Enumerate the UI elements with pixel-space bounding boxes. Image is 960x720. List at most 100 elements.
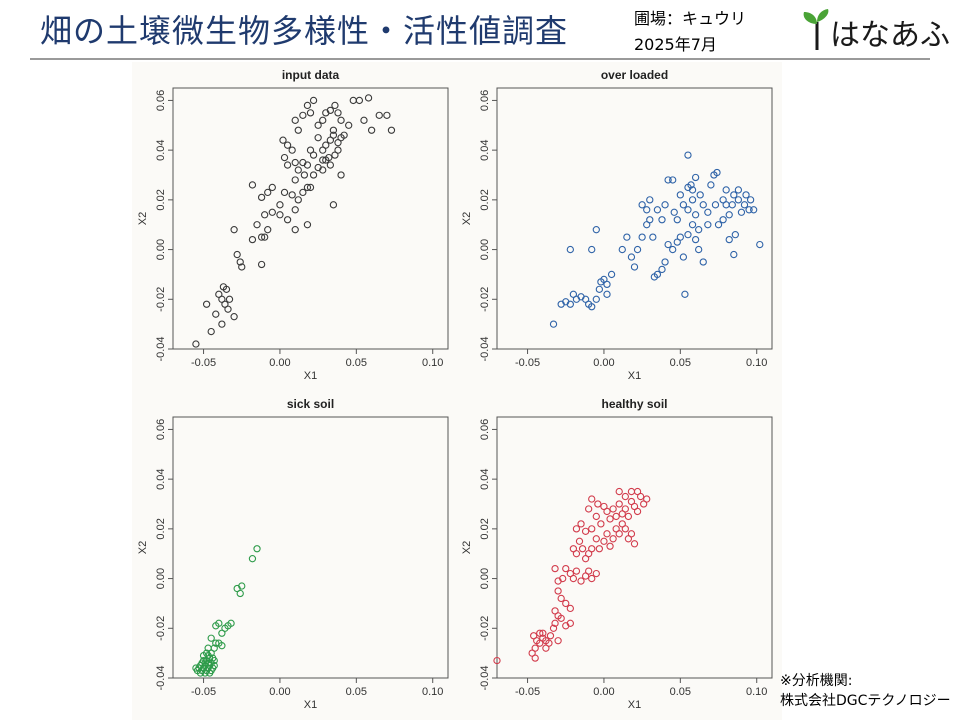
data-point xyxy=(204,644,212,652)
data-point xyxy=(326,161,335,169)
data-point xyxy=(314,134,322,142)
data-point xyxy=(202,300,211,308)
data-point xyxy=(603,507,611,516)
data-point xyxy=(279,136,287,144)
data-point xyxy=(230,226,238,234)
scatter-panel-4: healthy soil -0.05 0.00 0.05 0.10 -0.04 -0.02 0… xyxy=(461,397,773,711)
data-point xyxy=(649,233,657,241)
data-point xyxy=(597,278,605,286)
data-point xyxy=(261,233,269,241)
y-tick-label: 0.02 xyxy=(155,189,167,210)
data-point xyxy=(575,537,584,545)
data-point xyxy=(633,245,642,254)
x-tick-label: 0.10 xyxy=(746,357,767,369)
data-point xyxy=(303,161,312,169)
y-tick-label: 0.04 xyxy=(479,468,491,489)
data-point xyxy=(306,183,315,192)
data-point xyxy=(337,171,345,179)
y-tick-label: 0.00 xyxy=(479,239,491,260)
y-tick-label: 0.06 xyxy=(479,419,491,440)
field-label: 圃場：キュウリ xyxy=(634,9,747,28)
data-point xyxy=(688,221,697,229)
data-point xyxy=(276,201,284,209)
data-point xyxy=(206,669,214,677)
data-point xyxy=(588,545,596,553)
data-point xyxy=(248,555,257,563)
data-point xyxy=(615,487,623,496)
data-point xyxy=(291,226,299,234)
data-point xyxy=(719,216,727,224)
data-point xyxy=(572,567,581,575)
y-tick-label: -0.04 xyxy=(155,336,167,361)
data-point xyxy=(207,634,215,642)
data-point xyxy=(233,250,241,259)
data-point xyxy=(288,191,296,199)
data-point xyxy=(291,176,299,184)
x-tick-label: 0.05 xyxy=(346,686,367,698)
data-point xyxy=(679,253,688,261)
data-point xyxy=(740,201,749,209)
data-point xyxy=(615,530,623,538)
data-point xyxy=(280,153,289,162)
data-point xyxy=(218,642,226,650)
x-tick-label: 0.00 xyxy=(269,686,290,698)
data-point xyxy=(684,231,692,239)
data-point xyxy=(592,295,600,303)
data-point xyxy=(572,525,581,533)
data-point xyxy=(192,664,200,672)
data-point xyxy=(745,206,753,214)
data-point xyxy=(218,629,226,637)
data-point xyxy=(566,245,574,254)
data-point xyxy=(294,126,302,134)
data-point xyxy=(364,94,373,102)
data-point xyxy=(630,263,639,271)
data-point xyxy=(658,216,666,224)
data-point xyxy=(360,116,368,124)
data-point xyxy=(572,550,581,558)
data-point xyxy=(238,263,246,271)
data-point xyxy=(264,188,272,197)
data-point xyxy=(566,619,574,627)
data-point xyxy=(684,206,692,214)
field-info: 圃場：キュウリ 2025年7月 xyxy=(634,6,746,58)
data-point xyxy=(319,156,327,164)
header-divider xyxy=(30,58,930,60)
data-point xyxy=(638,201,646,209)
data-point xyxy=(595,285,604,293)
data-point xyxy=(212,622,220,630)
y-tick-label: 0.04 xyxy=(155,139,167,160)
data-point xyxy=(623,233,631,241)
page-title: 畑の土壌微生物多様性・活性値調査 xyxy=(40,12,569,50)
data-point xyxy=(340,131,348,139)
data-point xyxy=(585,505,593,513)
data-point xyxy=(592,226,600,234)
x-tick-label: 0.05 xyxy=(670,357,691,369)
footnote-line2: 株式会社DGCテクノロジー xyxy=(780,693,951,709)
y-tick-label: 0.06 xyxy=(479,90,491,111)
data-point xyxy=(283,161,292,169)
data-point xyxy=(588,574,596,583)
data-point xyxy=(664,176,672,184)
data-point xyxy=(539,629,547,637)
data-point xyxy=(207,327,215,336)
data-point xyxy=(595,545,604,553)
data-point xyxy=(283,216,292,224)
y-tick-label: 0.06 xyxy=(155,90,167,111)
data-point xyxy=(676,191,684,199)
data-point xyxy=(236,258,244,266)
data-point xyxy=(280,188,289,197)
x-tick-label: 0.05 xyxy=(346,357,367,369)
data-point xyxy=(646,216,654,224)
y-tick-label: -0.04 xyxy=(479,336,491,361)
data-point xyxy=(225,295,234,303)
y-axis-label: X2 xyxy=(461,212,473,225)
data-point xyxy=(592,512,600,521)
data-point xyxy=(303,101,312,110)
data-point xyxy=(303,221,312,229)
data-point xyxy=(294,196,302,204)
data-point xyxy=(577,577,585,585)
y-tick-label: 0.02 xyxy=(479,518,491,539)
chart-title: healthy soil xyxy=(601,397,667,411)
y-tick-label: -0.02 xyxy=(479,616,491,641)
